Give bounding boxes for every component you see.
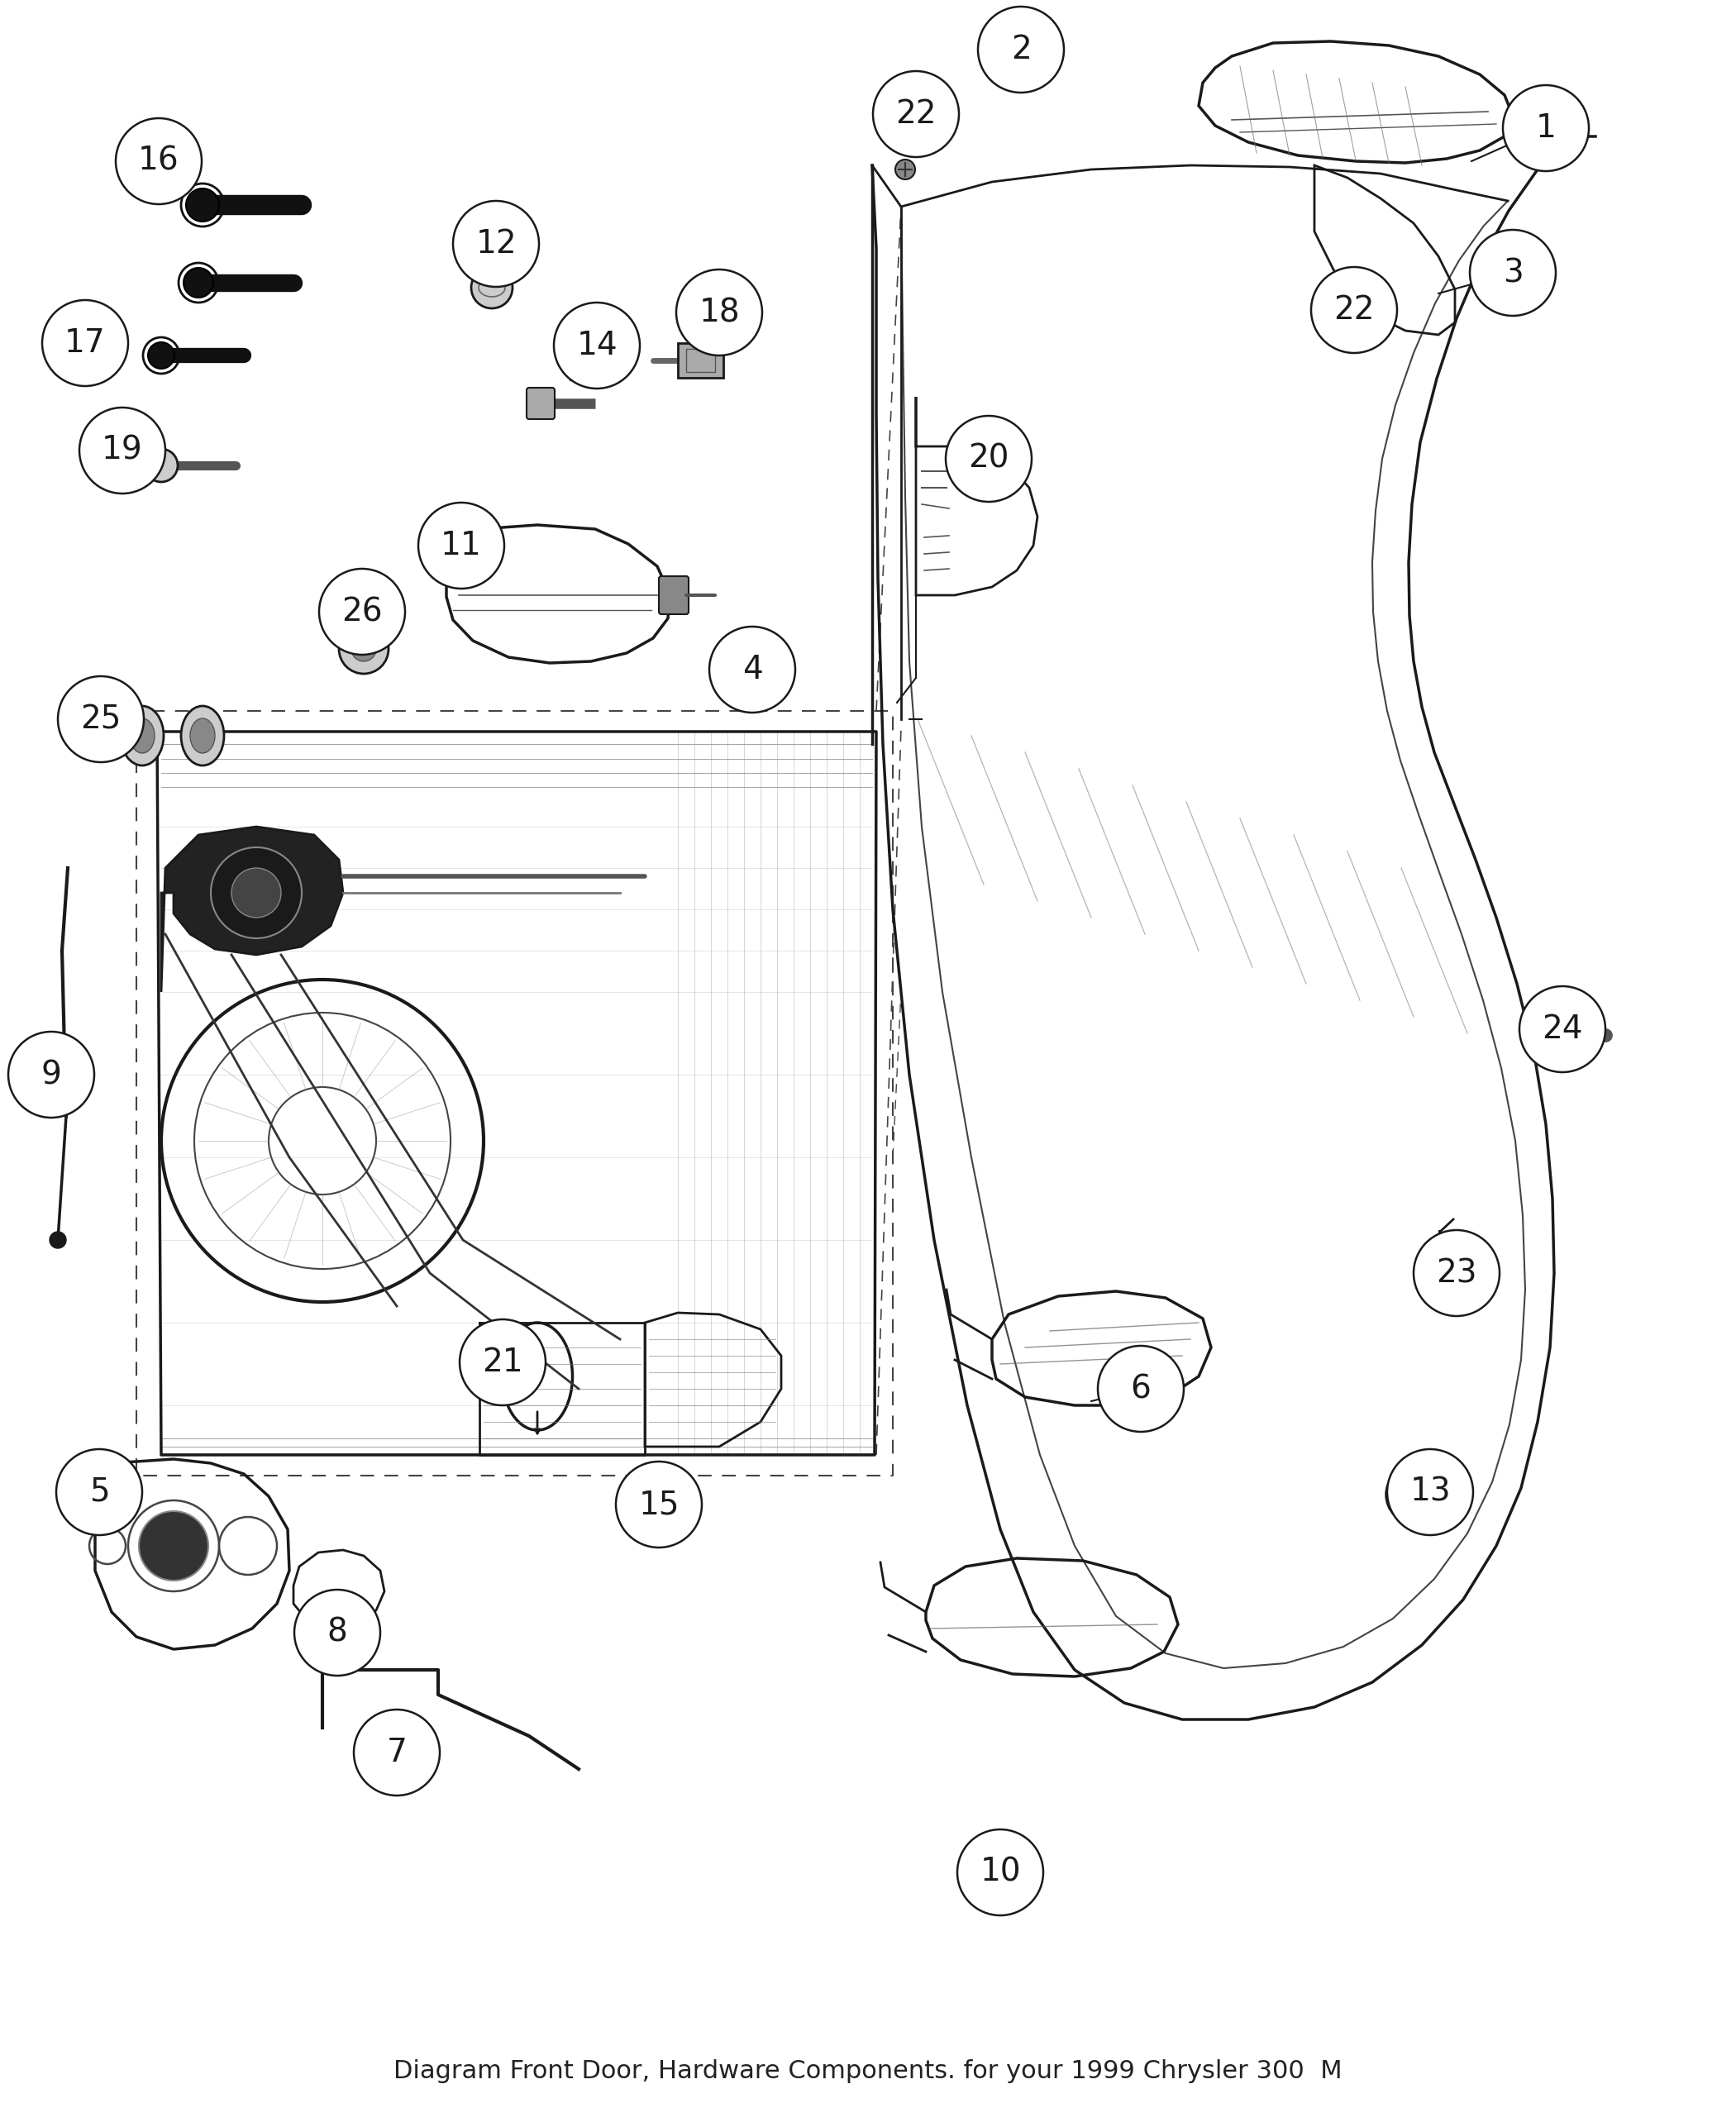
Circle shape bbox=[319, 569, 404, 656]
Circle shape bbox=[1528, 1022, 1552, 1048]
FancyBboxPatch shape bbox=[677, 344, 724, 377]
Circle shape bbox=[1311, 268, 1397, 352]
Circle shape bbox=[231, 868, 281, 917]
Circle shape bbox=[957, 1830, 1043, 1916]
Polygon shape bbox=[161, 826, 344, 993]
Circle shape bbox=[57, 677, 144, 763]
Text: 5: 5 bbox=[89, 1476, 109, 1507]
Circle shape bbox=[977, 6, 1064, 93]
Circle shape bbox=[1351, 312, 1373, 335]
FancyBboxPatch shape bbox=[660, 575, 689, 613]
Circle shape bbox=[186, 188, 219, 221]
Ellipse shape bbox=[122, 706, 163, 765]
Circle shape bbox=[56, 1448, 142, 1535]
Circle shape bbox=[873, 72, 958, 158]
Circle shape bbox=[1387, 1465, 1444, 1524]
Circle shape bbox=[470, 268, 512, 308]
Circle shape bbox=[460, 1320, 545, 1406]
Text: 17: 17 bbox=[64, 327, 106, 358]
Circle shape bbox=[1470, 230, 1555, 316]
Text: 24: 24 bbox=[1542, 1014, 1583, 1046]
Text: 26: 26 bbox=[342, 597, 382, 628]
Circle shape bbox=[1503, 84, 1588, 171]
Text: 9: 9 bbox=[42, 1058, 61, 1090]
Circle shape bbox=[1401, 1480, 1430, 1509]
Circle shape bbox=[148, 341, 174, 369]
Circle shape bbox=[710, 626, 795, 713]
Circle shape bbox=[896, 160, 915, 179]
Text: 3: 3 bbox=[1503, 257, 1522, 289]
Circle shape bbox=[144, 449, 177, 483]
Circle shape bbox=[210, 847, 302, 938]
Text: 4: 4 bbox=[741, 653, 762, 685]
Circle shape bbox=[1097, 1345, 1184, 1431]
Circle shape bbox=[80, 407, 165, 493]
Text: 2: 2 bbox=[1010, 34, 1031, 65]
Text: 13: 13 bbox=[1410, 1476, 1451, 1507]
Circle shape bbox=[351, 637, 377, 662]
Text: 10: 10 bbox=[979, 1857, 1021, 1889]
Text: 1: 1 bbox=[1536, 112, 1555, 143]
Circle shape bbox=[1413, 1231, 1500, 1315]
Text: 22: 22 bbox=[1333, 295, 1375, 327]
Text: Diagram Front Door, Hardware Components. for your 1999 Chrysler 300  M: Diagram Front Door, Hardware Components.… bbox=[394, 2060, 1342, 2083]
Circle shape bbox=[616, 1461, 701, 1547]
Text: 7: 7 bbox=[387, 1737, 406, 1769]
Text: 12: 12 bbox=[476, 228, 517, 259]
FancyBboxPatch shape bbox=[526, 388, 556, 419]
Ellipse shape bbox=[191, 719, 215, 753]
Circle shape bbox=[42, 299, 128, 386]
Circle shape bbox=[946, 415, 1031, 502]
Circle shape bbox=[116, 118, 201, 204]
Circle shape bbox=[339, 624, 389, 675]
Text: 22: 22 bbox=[896, 99, 936, 131]
Text: 16: 16 bbox=[139, 145, 179, 177]
Circle shape bbox=[677, 270, 762, 356]
Text: 14: 14 bbox=[576, 329, 618, 360]
Circle shape bbox=[554, 304, 641, 388]
Circle shape bbox=[139, 1511, 208, 1581]
Ellipse shape bbox=[130, 719, 155, 753]
Ellipse shape bbox=[181, 706, 224, 765]
Text: 8: 8 bbox=[326, 1617, 347, 1648]
Text: 15: 15 bbox=[639, 1488, 679, 1520]
Text: 18: 18 bbox=[698, 297, 740, 329]
Circle shape bbox=[896, 131, 915, 150]
Circle shape bbox=[1519, 987, 1606, 1073]
Text: 23: 23 bbox=[1436, 1256, 1477, 1288]
Circle shape bbox=[295, 1589, 380, 1676]
Text: 11: 11 bbox=[441, 529, 483, 561]
Text: 21: 21 bbox=[483, 1347, 523, 1379]
Text: 25: 25 bbox=[80, 704, 122, 736]
Circle shape bbox=[50, 1231, 66, 1248]
Circle shape bbox=[184, 268, 214, 297]
Circle shape bbox=[9, 1031, 94, 1117]
Circle shape bbox=[418, 502, 503, 588]
Circle shape bbox=[1387, 1448, 1474, 1535]
Circle shape bbox=[453, 200, 538, 287]
Text: 19: 19 bbox=[102, 434, 142, 466]
Text: 6: 6 bbox=[1130, 1372, 1151, 1404]
Circle shape bbox=[354, 1710, 439, 1796]
Text: 20: 20 bbox=[969, 443, 1009, 474]
